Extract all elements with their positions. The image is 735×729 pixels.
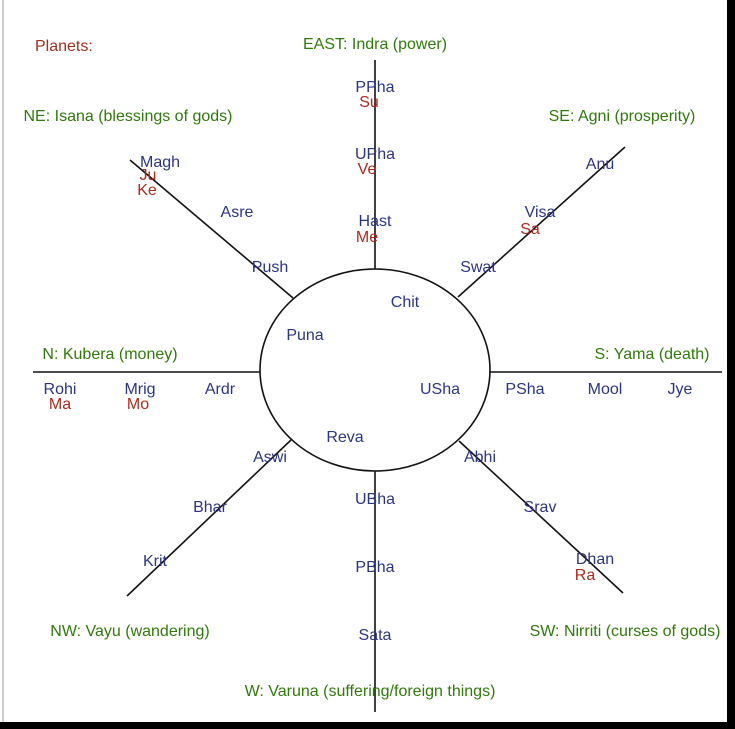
nakshatra-label: Anu xyxy=(586,156,614,173)
nakshatra-label: Sata xyxy=(359,627,392,644)
nakshatra-label: Mrig xyxy=(124,381,155,398)
nakshatra-label: Abhi xyxy=(464,449,496,466)
planet-label: Su xyxy=(359,94,379,111)
direction-label: NE: Isana (blessings of gods) xyxy=(24,108,233,125)
nakshatra-label: Mool xyxy=(588,381,623,398)
nakshatra-label: Rohi xyxy=(44,381,77,398)
nakshatra-label: PBha xyxy=(355,559,394,576)
nakshatra-label: UPha xyxy=(355,146,395,163)
planet-label: Ju xyxy=(140,167,157,184)
nakshatra-label: UBha xyxy=(355,491,395,508)
axis-se xyxy=(457,146,626,298)
planet-label: Ra xyxy=(575,567,596,584)
title: Planets: xyxy=(35,38,93,55)
nakshatra-label: Srav xyxy=(524,499,557,516)
nakshatra-label: Push xyxy=(252,259,288,276)
planet-label: Me xyxy=(356,229,378,246)
planet-label: Sa xyxy=(520,221,540,238)
nakshatra-label: Chit xyxy=(391,294,420,311)
nakshatra-label: Dhan xyxy=(576,551,614,568)
axis-nw xyxy=(126,439,292,597)
nakshatra-label: Magh xyxy=(140,154,180,171)
nakshatra-label: Jye xyxy=(668,381,693,398)
nakshatra-label: Reva xyxy=(326,429,363,446)
direction-label: NW: Vayu (wandering) xyxy=(50,623,209,640)
planet-label: Mo xyxy=(127,396,149,413)
direction-label: W: Varuna (suffering/foreign things) xyxy=(245,683,496,700)
nakshatra-label: Aswi xyxy=(253,449,287,466)
direction-label: S: Yama (death) xyxy=(594,346,709,363)
axis-sw xyxy=(458,440,624,594)
planet-label: Ve xyxy=(358,161,377,178)
nakshatra-label: PPha xyxy=(355,79,394,96)
nakshatra-label: Ardr xyxy=(205,381,236,398)
direction-label: SW: Nirriti (curses of gods) xyxy=(530,623,721,640)
nakshatra-label: Asre xyxy=(221,204,254,221)
nakshatra-label: Visa xyxy=(525,204,556,221)
direction-label: EAST: Indra (power) xyxy=(303,36,447,53)
nakshatra-label: Krit xyxy=(143,553,168,570)
nakshatra-label: USha xyxy=(420,381,460,398)
nakshatra-label: Swat xyxy=(460,259,496,276)
nakshatra-label: Hast xyxy=(359,213,392,230)
frame-right xyxy=(727,0,735,729)
direction-label: N: Kubera (money) xyxy=(42,346,177,363)
nakshatra-label: Bhar xyxy=(193,499,227,516)
nakshatra-label: PSha xyxy=(505,381,544,398)
axis-ne xyxy=(129,159,294,299)
frame-bottom xyxy=(0,722,735,729)
planet-label: Ke xyxy=(137,182,157,199)
planet-label: Ma xyxy=(49,396,71,413)
nakshatra-label: Puna xyxy=(286,327,323,344)
direction-label: SE: Agni (prosperity) xyxy=(549,108,696,125)
